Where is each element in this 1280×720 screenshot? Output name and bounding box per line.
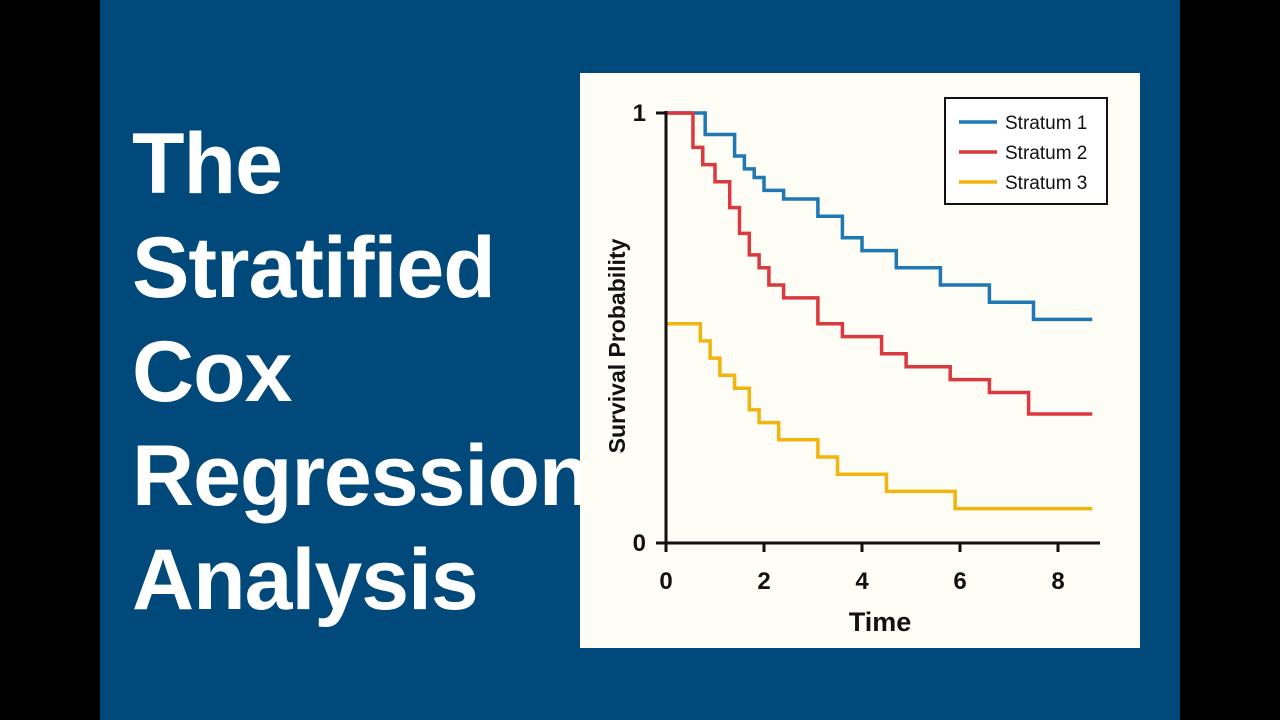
y-tick-label: 0 (633, 530, 646, 557)
title-line-5: Analysis (132, 532, 479, 628)
legend-label: Stratum 2 (1005, 143, 1087, 164)
chart-legend: Stratum 1 Stratum 2 Stratum 3 (944, 97, 1108, 205)
legend-label: Stratum 1 (1005, 113, 1087, 134)
survival-curves (666, 111, 1093, 511)
x-tick-label: 8 (1051, 568, 1064, 595)
y-tick-label: 1 (633, 100, 646, 127)
x-tick-label: 0 (659, 568, 672, 595)
y-axis-label: Survival Probability (604, 238, 630, 453)
axis-ticks: 0 2 4 6 8 0 1 (633, 100, 1065, 595)
title-line-2: Stratified (132, 220, 496, 316)
series-line-stratum-1 (666, 111, 1093, 322)
series-line-stratum-3 (666, 321, 1093, 511)
x-tick-label: 2 (757, 568, 770, 595)
chart-panel: 0 2 4 6 8 0 1 Time Survival Probability Stratu… (580, 73, 1140, 648)
title-line-3: Cox (132, 324, 292, 420)
x-tick-label: 4 (855, 568, 869, 595)
x-axis-label: Time (849, 607, 912, 637)
legend-label: Stratum 3 (1005, 173, 1087, 194)
survival-chart: 0 2 4 6 8 0 1 Time Survival Probability Stratu… (604, 97, 1108, 637)
x-tick-label: 6 (953, 568, 966, 595)
series-line-stratum-2 (666, 111, 1093, 416)
title-line-4: Regression (132, 428, 591, 524)
slide-title: The Stratified Cox Regression Analysis (132, 112, 591, 632)
title-line-1: The (132, 116, 283, 212)
